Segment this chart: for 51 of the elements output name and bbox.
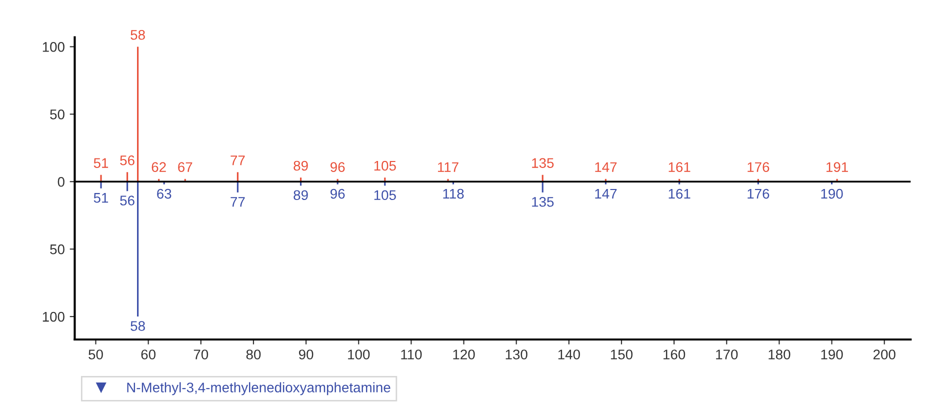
annotation: 67	[178, 162, 192, 172]
y-tick-label: 0	[58, 176, 64, 187]
legend-label: N-Methyl-3,4-methylenedioxyamphetamine	[127, 382, 390, 396]
annotation: 135	[532, 158, 554, 168]
annotation: 96	[330, 162, 345, 172]
annotation: 62	[152, 162, 166, 172]
annotation: 161	[668, 188, 690, 199]
annotation: 51	[94, 158, 108, 168]
annotation: 89	[294, 190, 308, 200]
y-tick-label: 50	[50, 110, 64, 120]
x-tick-label: 120	[453, 350, 475, 360]
annotation: 89	[294, 160, 308, 171]
annotation: 161	[668, 162, 690, 172]
annotation: 135	[532, 196, 554, 207]
x-tick-label: 130	[506, 350, 528, 360]
y-tick-label: 100	[42, 42, 64, 52]
annotation: 56	[120, 155, 134, 166]
x-tick-label: 200	[873, 350, 896, 360]
x-tick-label: 60	[141, 350, 156, 360]
y-tick-label: 100	[42, 312, 64, 322]
x-tick-label: 160	[664, 350, 686, 360]
annotation: 63	[157, 188, 172, 199]
y-tick-label: 50	[50, 244, 64, 254]
x-tick-label: 70	[194, 350, 208, 360]
x-tick-label: 170	[716, 350, 738, 360]
x-tick-label: 140	[558, 350, 580, 360]
x-tick-label: 90	[298, 350, 314, 360]
x-tick-label: 50	[88, 350, 103, 360]
annotation: 58	[130, 321, 145, 331]
x-tick-label: 190	[821, 350, 843, 360]
x-tick-label: 80	[246, 350, 261, 360]
x-tick-label: 110	[401, 350, 422, 360]
annotation: 96	[330, 188, 345, 199]
annotation: 118	[443, 188, 464, 199]
annotation: 191	[826, 162, 848, 172]
annotation: 105	[374, 190, 396, 200]
annotation: 147	[595, 189, 617, 199]
annotation: 56	[120, 196, 134, 206]
annotation: 58	[130, 30, 145, 40]
x-tick-label: 150	[610, 350, 633, 360]
annotation: 190	[821, 188, 843, 199]
annotation: 77	[230, 197, 245, 207]
x-tick-label: 100	[348, 350, 370, 360]
annotation: 117	[438, 162, 458, 172]
annotation: 176	[748, 162, 770, 172]
annotation: 105	[374, 160, 396, 171]
annotation: 51	[94, 193, 108, 203]
annotation: 77	[230, 156, 245, 166]
annotation: 147	[595, 162, 617, 172]
x-tick-label: 180	[768, 350, 790, 360]
annotation: 176	[748, 188, 770, 199]
